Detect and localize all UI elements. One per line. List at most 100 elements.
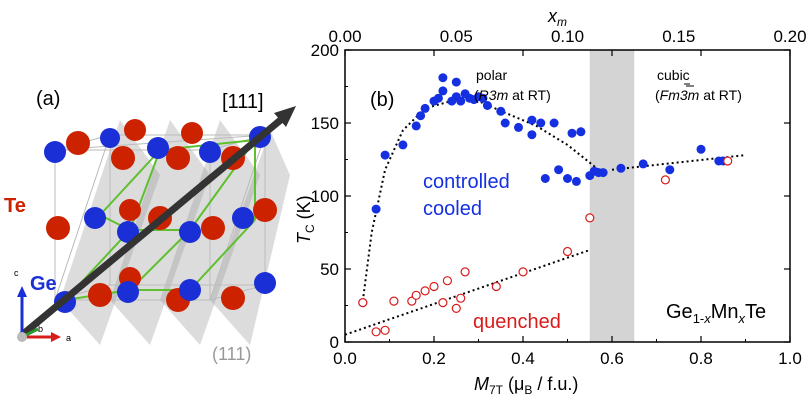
controlled-point bbox=[482, 101, 492, 110]
plane-label: (111) bbox=[212, 344, 251, 364]
ge-atom bbox=[117, 281, 139, 303]
controlled-point bbox=[478, 93, 488, 103]
quenched-point bbox=[371, 327, 381, 337]
te-atom bbox=[111, 146, 135, 170]
guide-line bbox=[344, 249, 591, 336]
controlled-point bbox=[496, 106, 506, 116]
quenched-point bbox=[389, 296, 399, 306]
quenched-point bbox=[660, 175, 671, 185]
controlled-point bbox=[420, 103, 430, 113]
controlled-point bbox=[638, 159, 648, 169]
cubic-region-label: cubic bbox=[657, 67, 690, 83]
controlled-point bbox=[451, 77, 461, 87]
controlled-point bbox=[371, 204, 381, 214]
controlled-label-line1: controlled bbox=[423, 171, 510, 193]
y-tick-label: 100 bbox=[311, 187, 339, 206]
controlled-point bbox=[433, 93, 443, 103]
quenched-point bbox=[451, 303, 461, 313]
te-atom bbox=[181, 122, 203, 144]
controlled-point bbox=[438, 86, 448, 96]
panel-a-label: (a) bbox=[36, 88, 60, 110]
y-tick-label: 200 bbox=[311, 41, 339, 60]
controlled-point bbox=[398, 140, 408, 150]
quenched-point bbox=[442, 276, 452, 286]
x-tick-label: 0.4 bbox=[511, 349, 535, 368]
ge-atom bbox=[100, 128, 120, 148]
controlled-point bbox=[527, 115, 537, 125]
ge-atom bbox=[254, 272, 276, 294]
quenched-point bbox=[456, 293, 466, 303]
te-atom bbox=[166, 146, 190, 170]
panel-b-label: (b) bbox=[370, 89, 394, 111]
transition-band bbox=[589, 50, 635, 342]
axis-b-label: b bbox=[38, 324, 43, 334]
controlled-point bbox=[549, 118, 559, 128]
quenched-label: quenched bbox=[473, 311, 561, 333]
x-axis-title: M7T (μB / f.u.) bbox=[474, 374, 578, 397]
top-x-tick-label: 0.05 bbox=[440, 27, 473, 46]
controlled-point bbox=[554, 165, 564, 175]
controlled-point bbox=[665, 165, 675, 175]
x-tick-label: 0.2 bbox=[422, 349, 446, 368]
ge-atom bbox=[199, 141, 221, 163]
x-tick-label: 1.0 bbox=[778, 349, 802, 368]
ge-atom bbox=[44, 141, 66, 163]
compound-formula: Ge1-xMnxTe bbox=[666, 301, 766, 326]
quenched-point bbox=[518, 267, 528, 277]
quenched-point bbox=[411, 290, 421, 300]
quenched-point bbox=[562, 246, 573, 257]
top-x-tick-label: 0.20 bbox=[773, 27, 806, 46]
quenched-point bbox=[380, 325, 390, 335]
controlled-label-line2: cooled bbox=[423, 198, 482, 220]
polar-space-group: (R3m at RT) bbox=[474, 87, 551, 103]
controlled-point bbox=[456, 96, 466, 106]
te-atom bbox=[221, 286, 245, 310]
cubic-space-group: (Fm3m at RT) bbox=[655, 87, 742, 103]
axis-triad bbox=[17, 286, 61, 342]
te-label: Te bbox=[4, 195, 26, 217]
te-atom bbox=[124, 119, 146, 141]
quenched-point bbox=[358, 298, 368, 308]
ge-atom bbox=[147, 137, 169, 159]
ge-label: Ge bbox=[30, 273, 57, 295]
y-tick-label: 0 bbox=[330, 333, 339, 352]
guide-lines bbox=[344, 98, 746, 336]
te-atom bbox=[46, 216, 70, 240]
controlled-point bbox=[514, 122, 523, 132]
controlled-point bbox=[411, 121, 421, 131]
ge-atom bbox=[179, 221, 201, 243]
controlled-point bbox=[540, 174, 550, 183]
axis-c-label: c bbox=[14, 268, 19, 278]
controlled-point bbox=[438, 73, 448, 83]
top-axis-title: xm bbox=[547, 6, 567, 29]
ge-atom bbox=[232, 207, 254, 229]
top-x-tick-label: 0.15 bbox=[662, 27, 695, 46]
quenched-point bbox=[491, 281, 501, 292]
te-atom bbox=[201, 216, 225, 240]
controlled-point bbox=[576, 127, 586, 137]
controlled-point bbox=[571, 176, 581, 186]
top-x-tick-label: 0.10 bbox=[551, 27, 584, 46]
quenched-point bbox=[429, 281, 439, 292]
top-x-tick-label: 0.00 bbox=[328, 27, 361, 46]
controlled-point bbox=[696, 144, 706, 154]
te-atom bbox=[253, 198, 277, 222]
x-tick-label: 0.0 bbox=[333, 349, 357, 368]
quenched-point bbox=[438, 298, 448, 308]
data-points bbox=[358, 73, 733, 337]
controlled-point bbox=[416, 111, 426, 121]
quenched-point bbox=[460, 267, 470, 277]
controlled-point bbox=[563, 174, 572, 183]
controlled-point bbox=[616, 163, 626, 173]
direction-arrow bbox=[18, 106, 296, 339]
polar-region-label: polar bbox=[476, 67, 507, 83]
te-atom bbox=[88, 283, 112, 307]
ge-atom bbox=[179, 279, 201, 301]
axis-a-label: a bbox=[66, 333, 71, 343]
controlled-point bbox=[380, 150, 390, 160]
controlled-point bbox=[527, 130, 537, 140]
quenched-point bbox=[585, 213, 595, 223]
y-tick-label: 50 bbox=[320, 260, 339, 279]
x-tick-label: 0.6 bbox=[600, 349, 624, 368]
ge-atom bbox=[117, 221, 139, 243]
